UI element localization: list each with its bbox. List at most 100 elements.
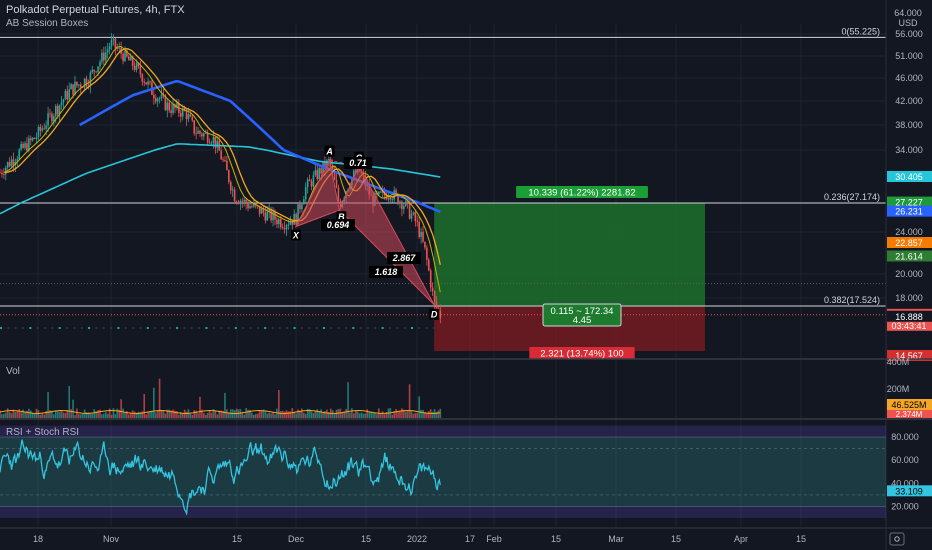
candle-body: [408, 202, 411, 219]
candle-body: [154, 98, 157, 102]
candle-body: [193, 120, 196, 134]
volume-bar: [191, 414, 194, 418]
settings-icon-glyph: [894, 536, 900, 542]
session-box-marker: [315, 327, 318, 329]
candle-body: [276, 219, 278, 225]
volume-bar: [3, 413, 5, 418]
volume-bar: [87, 412, 90, 418]
volume-bar: [56, 410, 59, 418]
session-box-marker: [410, 327, 413, 329]
volume-bar: [122, 408, 124, 418]
price-tag: [887, 310, 932, 322]
volume-bar: [47, 392, 49, 418]
volume-bar: [316, 409, 319, 418]
volume-bar: [241, 411, 244, 418]
volume-bar: [364, 413, 367, 418]
volume-bar: [372, 413, 374, 418]
candle-body: [28, 138, 30, 151]
candle-body: [204, 132, 207, 134]
volume-bar: [391, 414, 394, 418]
candle-body: [206, 132, 209, 143]
session-box-marker: [366, 327, 369, 329]
session-box-marker: [161, 327, 164, 329]
candle-body: [324, 161, 326, 169]
session-box-marker: [0, 327, 2, 329]
session-box-marker: [168, 327, 171, 329]
candle-body: [172, 104, 174, 113]
candle-body: [179, 112, 182, 117]
indicator-label: AB Session Boxes: [6, 18, 89, 29]
candle-body: [131, 56, 134, 67]
volume-bar: [431, 411, 434, 418]
candle-body: [118, 47, 121, 49]
volume-bar: [424, 412, 426, 418]
price-axis-label: 38.000: [895, 120, 923, 130]
pattern-point-label: X: [292, 231, 300, 241]
volume-bar: [353, 413, 355, 418]
volume-bar: [116, 408, 119, 418]
candle-body: [43, 128, 46, 130]
volume-bar: [114, 414, 117, 418]
candle-body: [16, 158, 19, 162]
session-box-marker: [330, 327, 333, 329]
volume-bar: [278, 390, 280, 418]
volume-bar: [78, 413, 80, 418]
candle-body: [260, 208, 263, 214]
volume-bar: [233, 410, 236, 418]
volume-bar: [158, 378, 161, 418]
volume-bar: [214, 410, 217, 418]
volume-bar: [412, 413, 415, 418]
candle-body: [97, 66, 99, 73]
pattern-point-marker: [290, 229, 301, 241]
volume-bar: [418, 396, 420, 418]
candle-body: [337, 187, 340, 201]
session-box-marker: [80, 327, 83, 329]
rsi-overbought-band: [0, 425, 886, 438]
price-tag: [887, 350, 932, 361]
volume-bar: [166, 409, 169, 418]
volume-bar: [118, 409, 121, 418]
volume-bar: [131, 410, 134, 418]
volume-ma-line: [0, 409, 441, 415]
pattern-point-label: A: [325, 147, 333, 157]
candle-body: [416, 221, 419, 222]
volume-bar: [4, 412, 7, 418]
volume-bar: [64, 413, 67, 418]
volume-bar: [268, 412, 271, 418]
volume-bar: [272, 412, 274, 418]
candle-body: [251, 206, 253, 207]
candle-body: [431, 287, 434, 292]
session-box-marker: [388, 327, 391, 329]
volume-bar: [341, 412, 344, 418]
candle-body: [135, 63, 138, 70]
session-box-marker: [322, 327, 325, 329]
volume-bar: [399, 410, 401, 418]
candle-body: [189, 114, 192, 117]
volume-bar: [31, 413, 34, 418]
ma-orange-line: [4, 48, 441, 265]
candle-body: [53, 116, 55, 122]
target-label: 10.339 (61.22%) 2281.82: [528, 188, 635, 199]
pattern-ratio-line: [295, 209, 340, 227]
candle-body: [66, 90, 69, 100]
candle-body: [35, 137, 38, 139]
volume-bar: [22, 409, 24, 418]
volume-bar: [308, 409, 311, 418]
pattern-ratio-label: 0.71: [349, 158, 367, 168]
pattern-triangle-xab: [294, 158, 340, 228]
volume-bar: [126, 411, 128, 418]
candle-body: [33, 137, 36, 139]
price-axis-label: 18.000: [895, 293, 923, 303]
candle-body: [214, 136, 217, 148]
candle-body: [429, 270, 432, 288]
rsi-value-tag-label: 33.109: [895, 486, 923, 496]
candle-body: [281, 227, 284, 229]
candle-body: [1, 172, 3, 175]
session-box-marker: [300, 327, 303, 329]
time-axis-label: 15: [361, 534, 371, 544]
candle-body: [145, 82, 147, 85]
candle-body: [149, 81, 151, 83]
candle-body: [116, 48, 119, 50]
